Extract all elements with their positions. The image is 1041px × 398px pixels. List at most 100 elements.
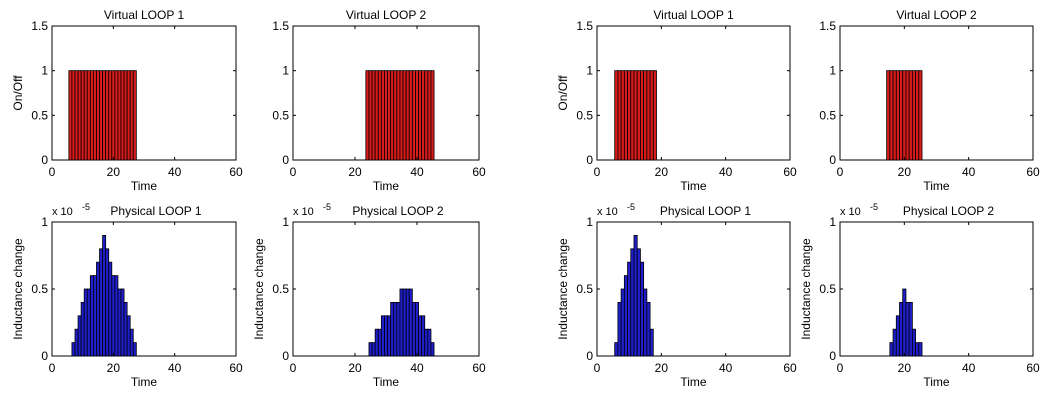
y-tick-label: 1 (41, 215, 48, 229)
bar (111, 70, 116, 161)
y-tick-label: 0 (282, 153, 289, 167)
y-tick-label: 1 (282, 215, 289, 229)
x-tick-label: 0 (837, 361, 844, 375)
x-tick-label: 20 (348, 165, 362, 179)
subplot-title: Physical LOOP 1 (660, 204, 751, 218)
subplot-4: 0 20 40 60 0 0.5 1 1.5 Time Virtual LOOP 2 (819, 8, 1040, 193)
x-axis-label: Time (373, 375, 400, 389)
bar (105, 248, 110, 357)
y-tick-label: 0 (41, 153, 48, 167)
y-tick-label: 1 (586, 215, 593, 229)
x-tick-label: 60 (229, 165, 243, 179)
bar (908, 301, 913, 357)
subplot-1: 0 20 40 60 0 0.5 1 1.5 Time On/Off Virtual LOOP 1 (11, 8, 243, 193)
bar (374, 328, 379, 357)
y-tick-label: 1 (282, 64, 289, 78)
bar (427, 328, 432, 357)
x-tick-label: 40 (719, 361, 733, 375)
bar (399, 70, 404, 161)
axis-exponent-power: -5 (323, 202, 331, 212)
bar (620, 288, 625, 357)
bar (424, 70, 429, 161)
bar (377, 70, 382, 161)
bar (129, 70, 134, 161)
bar (402, 70, 407, 161)
bar (387, 315, 392, 357)
bar (93, 70, 97, 161)
x-tick-label: 60 (472, 165, 486, 179)
y-tick-label: 1.5 (576, 19, 593, 33)
bar (74, 328, 79, 357)
bar (102, 70, 107, 161)
y-tick-label: 1.5 (31, 19, 48, 33)
axis-exponent-power: -5 (82, 202, 90, 212)
bar (424, 328, 429, 357)
axis-exponent: x 10 (597, 206, 618, 218)
bar (430, 70, 435, 161)
x-tick-label: 20 (348, 361, 362, 375)
subplot-title: Physical LOOP 2 (352, 204, 443, 218)
bar (402, 288, 407, 357)
bar (418, 70, 423, 161)
bar (643, 70, 648, 161)
bar (905, 301, 910, 357)
subplot-5: 0 20 40 60 0 0.5 1 Time Inductance change x 10 -5 P… (11, 202, 243, 389)
bar (895, 315, 900, 357)
bar (915, 70, 920, 161)
bar (377, 328, 382, 357)
bar (636, 248, 641, 357)
bar (71, 70, 76, 161)
x-axis-label: Time (923, 179, 950, 193)
bar (640, 261, 645, 357)
bar (108, 261, 113, 357)
subplot-title: Physical LOOP 2 (903, 204, 994, 218)
bar (623, 275, 628, 357)
y-axis-label: Inductance change (11, 238, 25, 340)
x-tick-label: 60 (1026, 165, 1040, 179)
y-tick-label: 0.5 (819, 282, 836, 296)
x-tick-label: 40 (410, 361, 424, 375)
bar (396, 70, 401, 161)
bar (96, 261, 100, 357)
y-tick-label: 1 (41, 64, 48, 78)
x-axis-label: Time (373, 179, 400, 193)
x-tick-label: 20 (107, 165, 121, 179)
x-tick-label: 20 (655, 165, 669, 179)
bar (633, 234, 638, 357)
bar (411, 70, 416, 161)
y-tick-label: 1.5 (819, 19, 836, 33)
bar (96, 70, 100, 161)
bar (393, 70, 398, 161)
bar (132, 342, 137, 357)
bar (93, 275, 97, 357)
x-tick-label: 20 (107, 361, 121, 375)
x-tick-label: 0 (290, 165, 297, 179)
bar (430, 342, 435, 357)
x-tick-label: 0 (594, 361, 601, 375)
bar (399, 288, 404, 357)
bar (89, 70, 94, 161)
bar (899, 301, 904, 357)
bar (371, 70, 376, 161)
axis-exponent: x 10 (293, 206, 314, 218)
bar (368, 70, 373, 161)
bar (918, 342, 923, 357)
subplot-title: Virtual LOOP 1 (653, 8, 734, 22)
bar (902, 70, 907, 161)
x-tick-label: 40 (962, 361, 976, 375)
bar (418, 315, 423, 357)
y-tick-label: 0.5 (576, 282, 593, 296)
x-axis-label: Time (131, 375, 158, 389)
bar (80, 301, 85, 357)
bar (405, 288, 410, 357)
x-tick-label: 0 (837, 165, 844, 179)
bar (368, 342, 373, 357)
y-tick-label: 0 (829, 153, 836, 167)
x-tick-label: 40 (410, 165, 424, 179)
bar (105, 70, 110, 161)
bar (126, 315, 131, 357)
bar (380, 315, 385, 357)
x-tick-label: 20 (655, 361, 669, 375)
bar (620, 70, 625, 161)
bar (390, 301, 395, 357)
